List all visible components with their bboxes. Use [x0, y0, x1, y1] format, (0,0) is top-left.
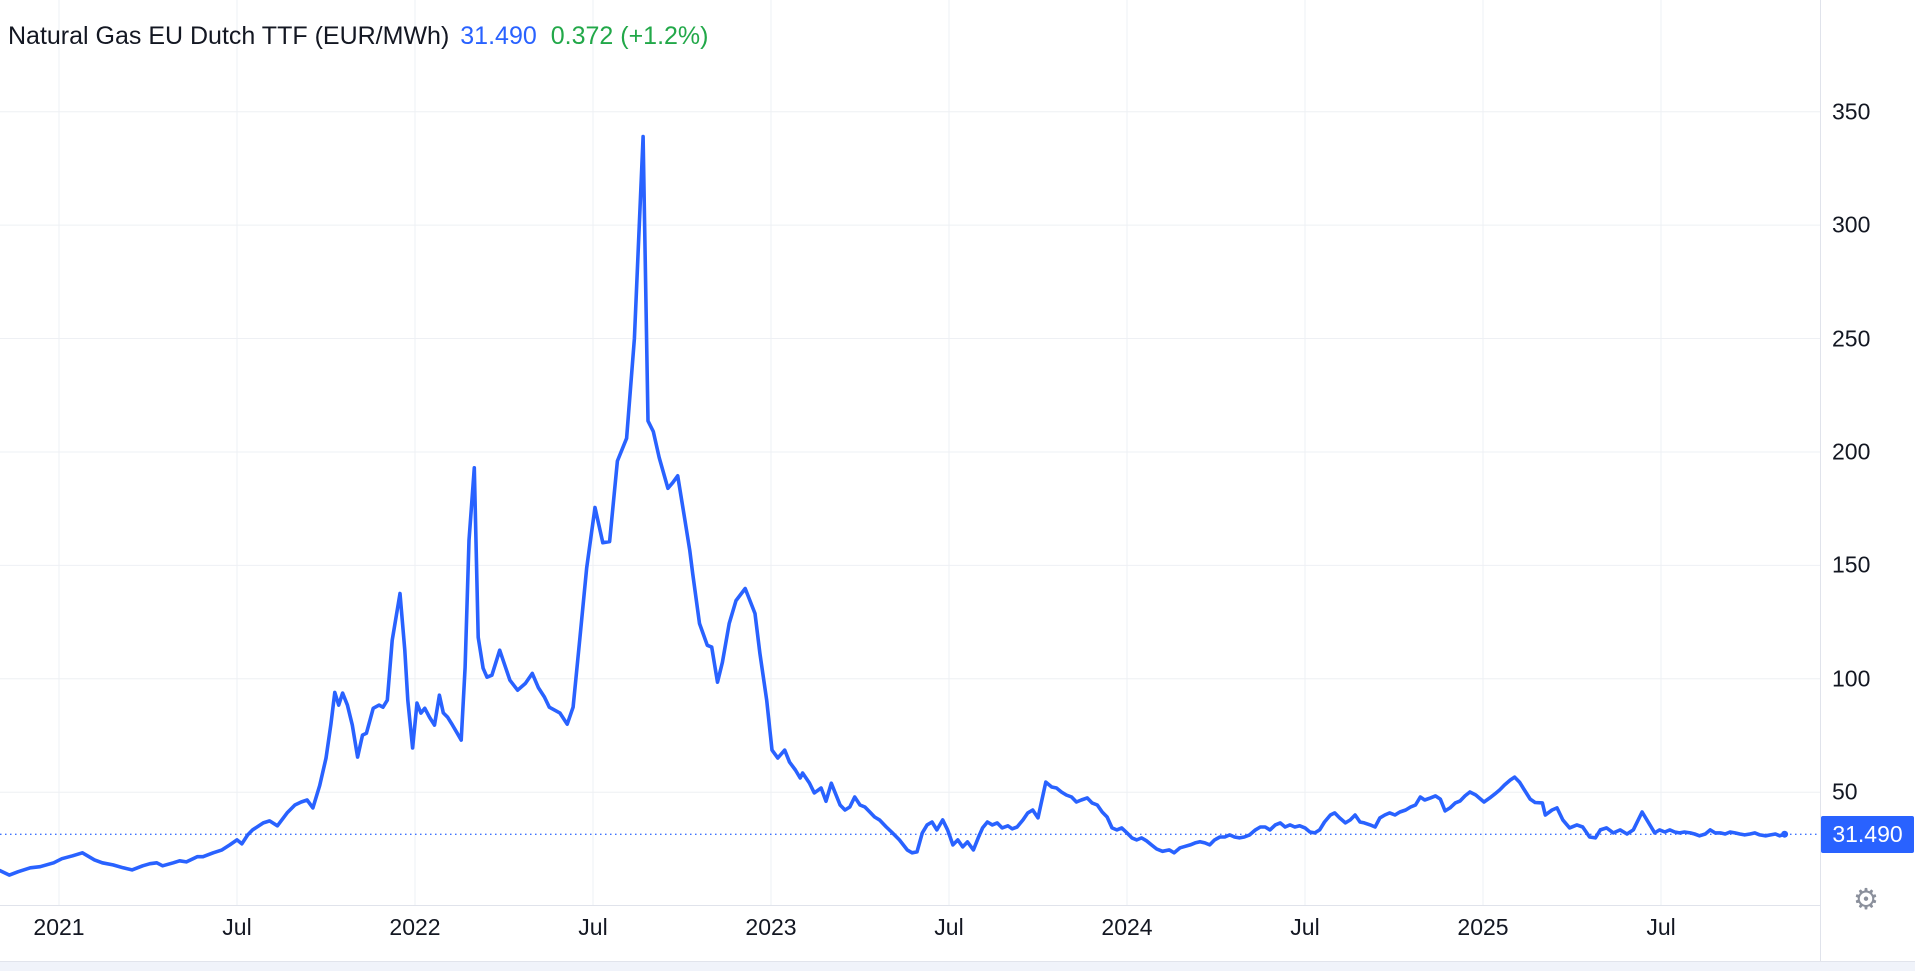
- settings-gear-icon[interactable]: ⚙: [1853, 884, 1879, 916]
- x-axis-label: 2024: [1101, 914, 1153, 940]
- time-scale[interactable]: 2021 Jul 2022 Jul 2023 Jul 2024 Jul 2025 Jul: [0, 905, 1820, 961]
- y-axis-label: 350: [1832, 98, 1871, 125]
- y-axis-label: 100: [1832, 665, 1871, 692]
- current-price-label: 31.490: [1821, 815, 1914, 853]
- x-axis-label: 2022: [389, 914, 441, 940]
- y-axis-label: 250: [1832, 325, 1871, 352]
- last-price: 31.490: [460, 22, 537, 50]
- y-axis-label: 150: [1832, 551, 1871, 578]
- x-axis-label: 2023: [745, 914, 797, 940]
- x-axis-label: 2025: [1457, 914, 1509, 940]
- series-end-dot: [1781, 830, 1789, 838]
- x-axis-label: Jul: [222, 914, 252, 940]
- chart-legend[interactable]: Natural Gas EU Dutch TTF (EUR/MWh) 31.49…: [8, 22, 709, 51]
- x-axis-label: Jul: [1646, 914, 1676, 940]
- price-scale[interactable]: 50 100 150 200 250 300 350: [1820, 0, 1915, 960]
- y-axis-label: 50: [1832, 778, 1858, 805]
- x-axis-label: Jul: [1290, 914, 1320, 940]
- price-series-path: [0, 134, 1787, 877]
- y-axis-label: 300: [1832, 211, 1871, 238]
- timeline-scrollbar[interactable]: [0, 961, 1915, 971]
- y-axis-label: 200: [1832, 438, 1871, 465]
- x-axis-label: 2021: [33, 914, 85, 940]
- current-price-value: 31.490: [1832, 820, 1903, 847]
- symbol-title: Natural Gas EU Dutch TTF (EUR/MWh): [8, 22, 450, 50]
- x-axis-label: Jul: [934, 914, 964, 940]
- price-change: 0.372 (+1.2%): [550, 22, 709, 50]
- x-axis-label: Jul: [578, 914, 608, 940]
